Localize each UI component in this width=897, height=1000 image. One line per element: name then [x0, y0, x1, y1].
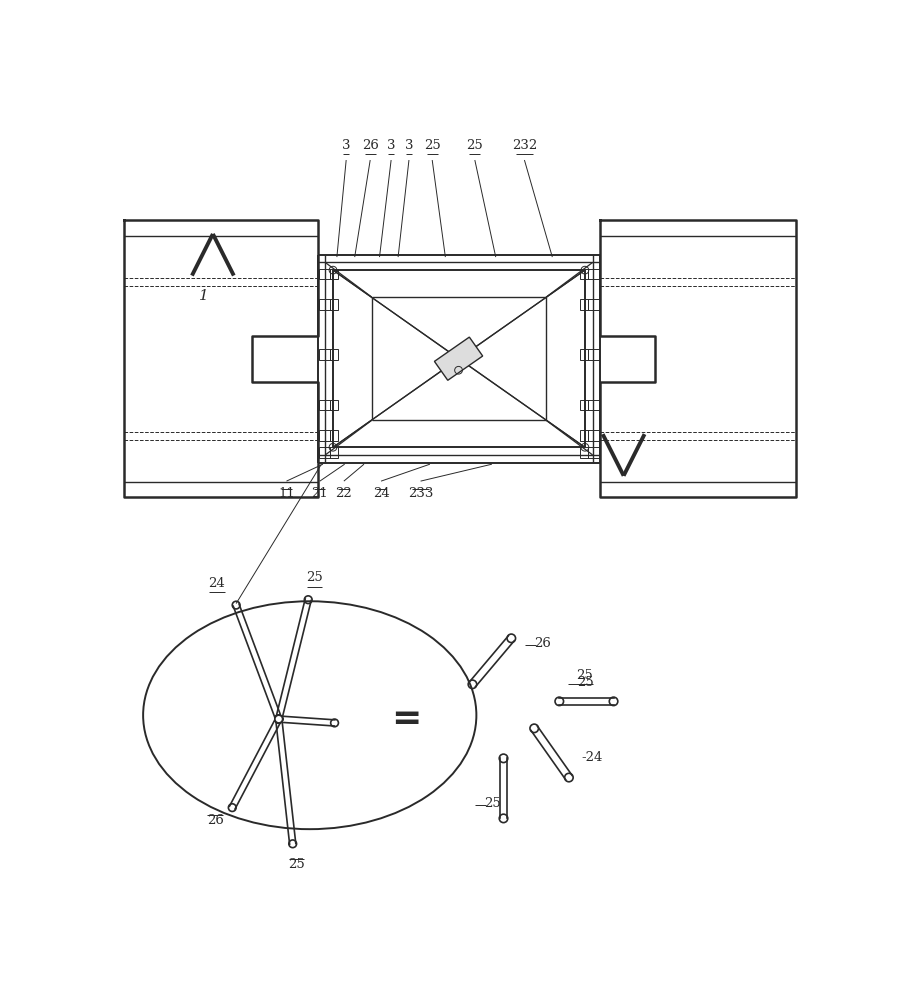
Text: 24: 24: [372, 487, 389, 500]
Polygon shape: [434, 337, 483, 380]
Bar: [588, 299, 599, 310]
Text: =: =: [391, 702, 422, 736]
Text: 25: 25: [577, 669, 593, 682]
Text: 25: 25: [577, 676, 594, 689]
Text: 3: 3: [342, 139, 351, 152]
Bar: [319, 447, 330, 458]
Bar: [330, 400, 337, 410]
Text: 26: 26: [535, 637, 552, 650]
Bar: [330, 447, 337, 458]
Bar: [330, 299, 337, 310]
Bar: [588, 400, 599, 410]
Bar: [588, 269, 599, 279]
Bar: [319, 430, 330, 441]
Text: 1: 1: [199, 289, 208, 303]
Text: 232: 232: [512, 139, 537, 152]
Text: 22: 22: [335, 487, 353, 500]
Circle shape: [274, 715, 283, 723]
Bar: [580, 349, 588, 360]
Bar: [319, 400, 330, 410]
Text: 25: 25: [484, 797, 501, 810]
Text: 233: 233: [408, 487, 433, 500]
Bar: [588, 430, 599, 441]
Text: 25: 25: [466, 139, 483, 152]
Bar: [580, 430, 588, 441]
Bar: [588, 447, 599, 458]
Bar: [588, 349, 599, 360]
Text: 25: 25: [306, 571, 323, 584]
Text: 25: 25: [423, 139, 440, 152]
Text: 3: 3: [405, 139, 414, 152]
Bar: [580, 400, 588, 410]
Bar: [330, 430, 337, 441]
Bar: [580, 299, 588, 310]
Bar: [580, 447, 588, 458]
Text: 21: 21: [311, 487, 328, 500]
Text: -24: -24: [581, 751, 603, 764]
Text: 26: 26: [207, 814, 223, 827]
Text: 3: 3: [387, 139, 396, 152]
Bar: [319, 299, 330, 310]
Bar: [319, 269, 330, 279]
Bar: [580, 269, 588, 279]
Text: 11: 11: [278, 487, 295, 500]
Text: 24: 24: [208, 577, 225, 590]
Text: 25: 25: [288, 858, 305, 871]
Bar: [330, 269, 337, 279]
Text: 26: 26: [361, 139, 379, 152]
Bar: [319, 349, 330, 360]
Bar: [330, 349, 337, 360]
